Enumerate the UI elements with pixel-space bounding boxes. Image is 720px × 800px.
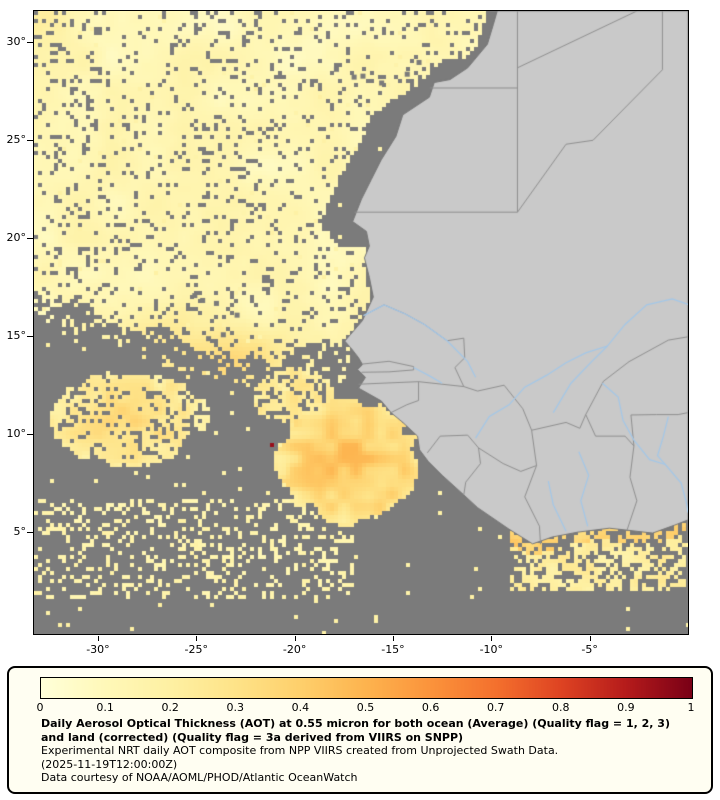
lat-tick-mark (27, 532, 33, 534)
caption-block: Daily Aerosol Optical Thickness (AOT) at… (41, 717, 689, 785)
lon-tick-label: -10° (479, 643, 504, 656)
lat-tick-label: 25° (6, 133, 27, 147)
lat-tick-label: 30° (6, 35, 27, 49)
lat-tick-mark (27, 140, 33, 142)
lon-tick-label: -30° (86, 643, 110, 656)
caption-description: Experimental NRT daily AOT composite fro… (41, 744, 559, 757)
lon-tick-label: -15° (381, 643, 405, 656)
colorbar-tick-label: 0.6 (421, 701, 440, 714)
lon-tick-mark (491, 636, 493, 641)
colorbar-tick-label: 1 (687, 701, 695, 714)
lon-tick-label: -20° (282, 643, 307, 656)
colorbar-tick-label: 0.5 (356, 701, 375, 714)
legend-panel: Daily Aerosol Optical Thickness (AOT) at… (7, 666, 713, 794)
lon-tick-label: -25° (184, 643, 208, 656)
colorbar-tick-label: 0.2 (161, 701, 179, 714)
caption-credit: Data courtesy of NOAA/AOML/PHOD/Atlantic… (41, 771, 358, 784)
caption-title: Daily Aerosol Optical Thickness (AOT) at… (41, 717, 670, 744)
lat-tick-mark (27, 238, 33, 240)
aot-map-canvas (33, 10, 689, 635)
lat-tick-label: 5° (13, 525, 27, 539)
colorbar-tick-label: 0.7 (486, 701, 505, 714)
colorbar-tick-label: 0.4 (291, 701, 310, 714)
lon-tick-mark (97, 636, 99, 641)
colorbar-tick-label: 0.8 (552, 701, 570, 714)
lat-tick-label: 15° (6, 329, 27, 343)
lon-tick-mark (196, 636, 198, 641)
lon-tick-mark (294, 636, 296, 641)
aot-map-figure: 30° 25° 20° 15° 10° 5° -30° -25° -20° -15° -10° -5° (6, 10, 689, 656)
lat-tick-mark (27, 434, 33, 436)
colorbar (40, 677, 693, 699)
lon-tick-mark (589, 636, 591, 641)
colorbar-tick-label: 0 (36, 701, 44, 714)
lat-tick-mark (27, 42, 33, 44)
lon-tick-label: -5° (581, 643, 598, 656)
lat-tick-label: 20° (6, 231, 27, 245)
colorbar-tick-label: 0.1 (96, 701, 114, 714)
lat-tick-mark (27, 336, 33, 338)
caption-timestamp: (2025-11-19T12:00:00Z) (41, 757, 178, 771)
lon-tick-mark (392, 636, 394, 641)
lat-tick-label: 10° (6, 427, 27, 441)
colorbar-tick-label: 0.3 (226, 701, 245, 714)
colorbar-tick-label: 0.9 (617, 701, 635, 714)
